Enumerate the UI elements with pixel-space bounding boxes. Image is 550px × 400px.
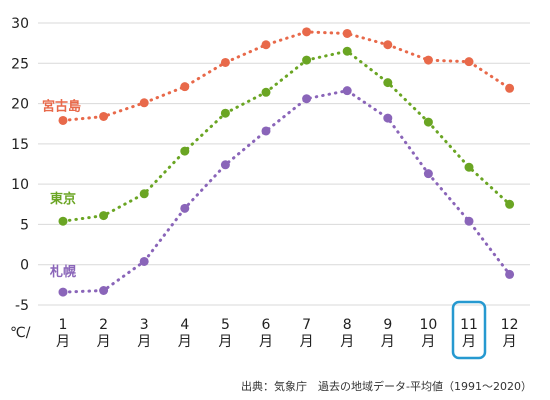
data-point: [342, 86, 352, 96]
data-point: [99, 285, 109, 295]
data-point: [302, 55, 312, 65]
data-point: [505, 83, 515, 93]
data-point: [464, 216, 474, 226]
data-point: [180, 203, 190, 213]
y-tick-label: 10: [11, 177, 29, 193]
series-line: [61, 49, 512, 223]
x-tick-number: 8: [343, 317, 352, 333]
data-point: [302, 27, 312, 37]
x-tick-number: 7: [302, 317, 311, 333]
x-tick-number: 9: [383, 317, 392, 333]
x-tick-number: 4: [180, 317, 189, 333]
series-line: [61, 89, 512, 294]
y-tick-label: 25: [11, 56, 29, 72]
y-tick-label: -5: [15, 298, 29, 314]
y-axis-ticks: 30 25 20 15 10 5 0 -5: [11, 16, 29, 314]
data-point: [58, 216, 68, 226]
data-point: [505, 199, 515, 209]
x-tick-number: 6: [262, 317, 271, 333]
x-tick-number: 3: [140, 317, 149, 333]
data-point: [342, 28, 352, 38]
highlight-box-november: [451, 300, 487, 360]
x-tick-unit: 月: [300, 334, 314, 350]
source-note: 出典：気象庁 過去の地域データ-平均値（1991〜2020）: [241, 379, 532, 393]
data-point: [383, 78, 393, 88]
data-point: [139, 98, 149, 108]
data-point: [180, 146, 190, 156]
y-tick-label: 5: [20, 217, 29, 233]
y-tick-label: 15: [11, 137, 29, 153]
series-2: 東京: [50, 46, 515, 226]
data-point: [342, 46, 352, 56]
x-tick-unit: 月: [421, 334, 435, 350]
data-point: [220, 160, 230, 170]
x-tick-number: 5: [221, 317, 230, 333]
data-point: [505, 269, 515, 279]
series-label: 札幌: [49, 264, 76, 280]
data-point: [261, 87, 271, 97]
data-point: [220, 57, 230, 67]
x-tick-unit: 月: [259, 334, 273, 350]
data-point: [58, 115, 68, 125]
data-point: [139, 256, 149, 266]
series-label: 東京: [50, 191, 76, 207]
x-tick-unit: 月: [137, 334, 151, 350]
y-unit-label: ℃/: [10, 325, 31, 341]
data-point: [302, 94, 312, 104]
data-point: [464, 57, 474, 67]
grid-lines: [38, 22, 530, 306]
data-point: [423, 117, 433, 127]
x-tick-unit: 月: [503, 334, 517, 350]
x-tick-number: 10: [419, 317, 437, 333]
y-tick-label: 0: [20, 258, 29, 274]
data-point: [423, 169, 433, 179]
x-tick-unit: 月: [97, 334, 111, 350]
series-label: 宮古島: [42, 98, 81, 114]
series-3: 札幌: [49, 86, 515, 297]
data-point: [261, 40, 271, 50]
data-point: [99, 211, 109, 221]
y-tick-label: 30: [11, 16, 29, 32]
x-tick-unit: 月: [340, 334, 354, 350]
series-1: 宮古島: [42, 27, 515, 125]
x-tick-unit: 月: [178, 334, 192, 350]
data-point: [261, 126, 271, 136]
data-point: [180, 82, 190, 92]
data-point: [99, 111, 109, 121]
data-point: [58, 287, 68, 297]
data-point: [220, 108, 230, 118]
data-point: [139, 189, 149, 199]
x-tick-number: 12: [501, 317, 519, 333]
y-tick-label: 20: [11, 97, 29, 113]
x-tick-unit: 月: [56, 334, 70, 350]
x-tick-unit: 月: [218, 334, 232, 350]
x-tick-number: 11: [460, 317, 478, 333]
data-point: [423, 55, 433, 65]
x-tick-unit: 月: [381, 334, 395, 350]
data-point: [383, 113, 393, 123]
x-tick-number: 2: [99, 317, 108, 333]
x-tick-unit: 月: [462, 334, 476, 350]
data-point: [464, 162, 474, 172]
x-tick-number: 1: [59, 317, 68, 333]
data-point: [383, 40, 393, 50]
series-line: [61, 30, 512, 122]
